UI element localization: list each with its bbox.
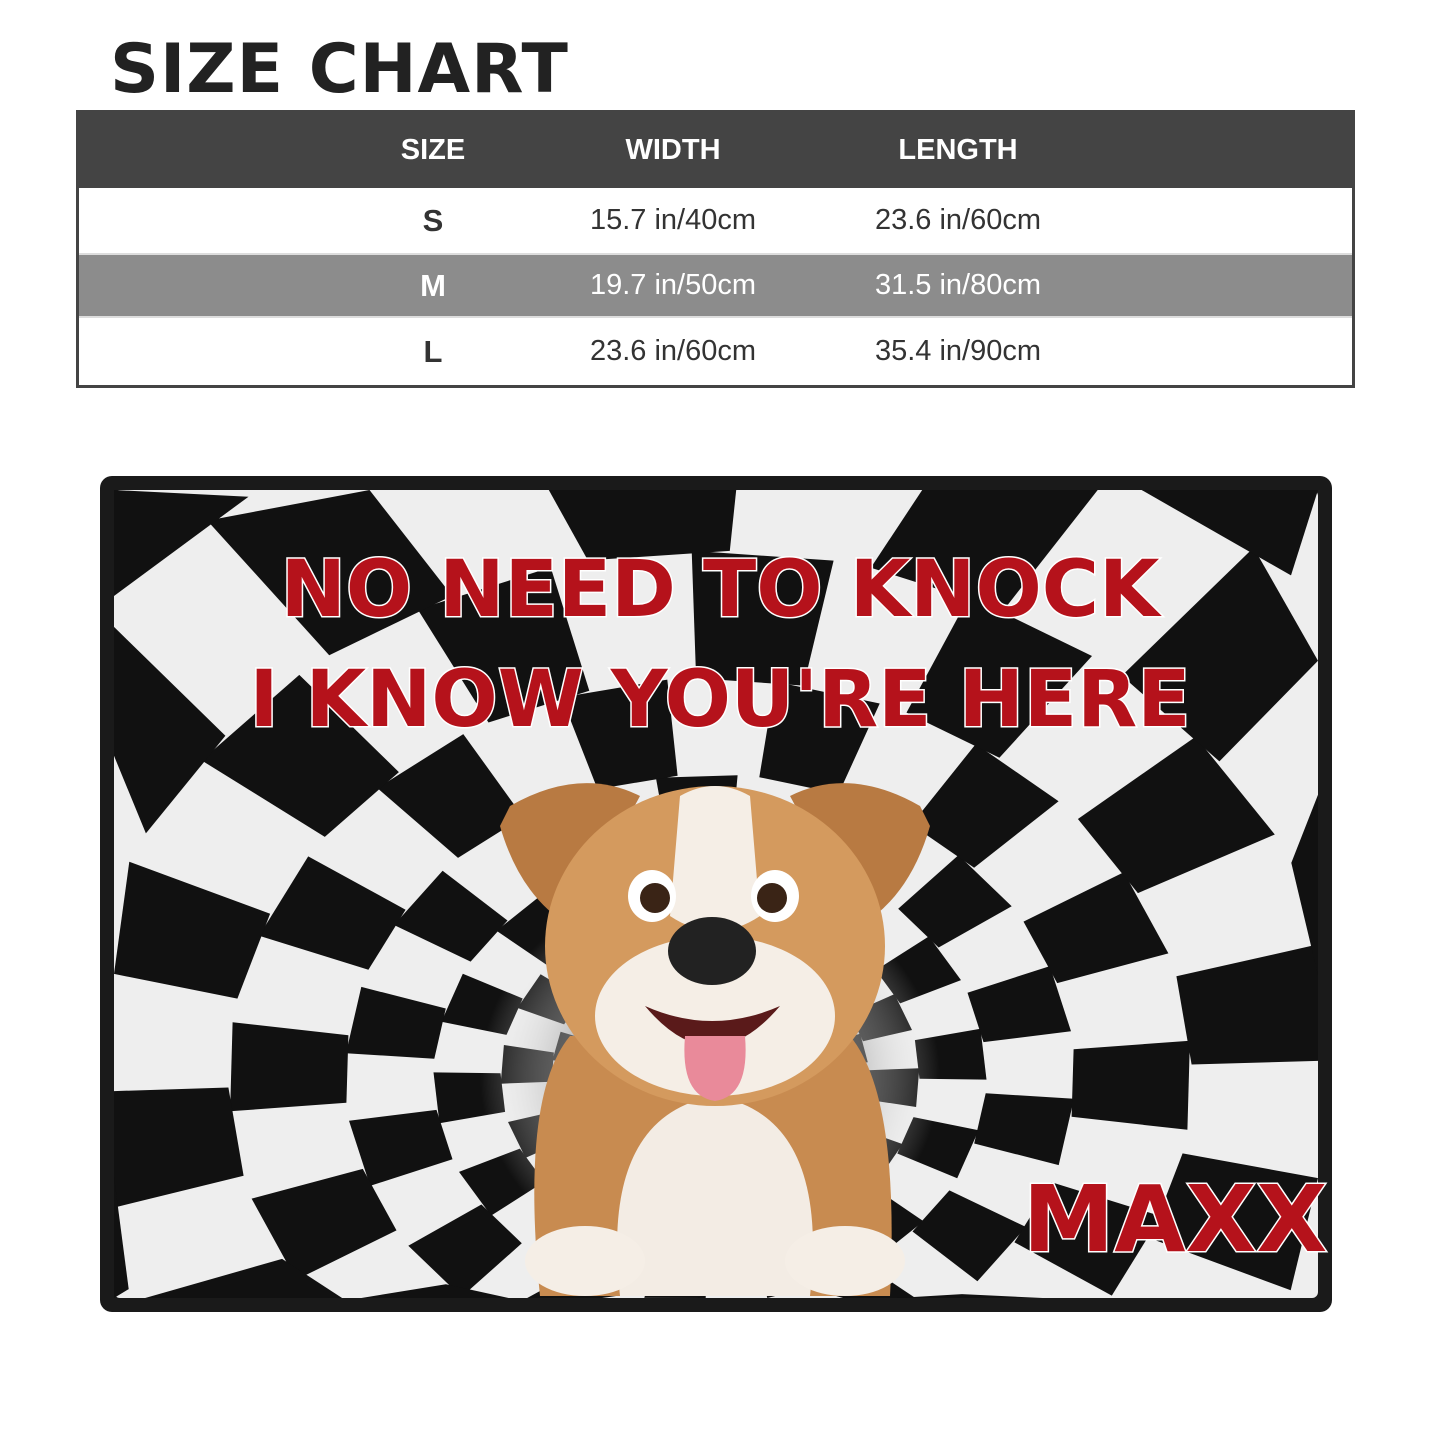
checker-tile <box>898 855 1012 948</box>
checker-tile <box>1291 794 1318 976</box>
checker-tile <box>691 550 834 686</box>
slogan-line-1: NO NEED TO KNOCK <box>281 545 1162 635</box>
slogan-line-2: I KNOW YOU'RE HERE <box>249 655 1190 745</box>
dog-illustration <box>500 783 930 1296</box>
checker-tile <box>967 966 1071 1043</box>
checker-tile <box>114 861 271 999</box>
checker-tile <box>259 856 406 970</box>
checker-tile <box>114 1176 129 1298</box>
table-row: S 15.7 in/40cm 23.6 in/60cm <box>79 188 1352 253</box>
size-table: SIZE WIDTH LENGTH S 15.7 in/40cm 23.6 in… <box>76 110 1355 388</box>
checker-tile <box>911 744 1059 868</box>
checker-tile <box>548 490 737 561</box>
checker-tile <box>251 1168 397 1280</box>
checker-tile <box>145 1258 343 1298</box>
checker-tile <box>230 1022 349 1112</box>
size-cell: S <box>422 202 444 238</box>
table-header: SIZE WIDTH LENGTH <box>79 113 1352 188</box>
header-size: SIZE <box>400 134 466 166</box>
checker-tile <box>114 490 249 596</box>
checker-tile <box>346 986 446 1059</box>
checker-tile <box>870 490 1098 610</box>
pet-name: MAXX <box>1023 1166 1328 1273</box>
length-cell: 23.6 in/60cm <box>874 204 1042 236</box>
checker-tile <box>114 626 226 834</box>
checker-tile <box>207 490 453 656</box>
checker-tile <box>906 596 1092 758</box>
page-title: SIZE CHART <box>110 30 569 109</box>
checker-tile <box>408 1204 522 1297</box>
size-cell: L <box>423 333 443 369</box>
checker-tile <box>417 567 590 723</box>
checker-tile <box>896 1294 1043 1298</box>
checker-tile <box>1141 490 1318 576</box>
checker-tile <box>759 681 880 794</box>
checker-tile <box>1121 547 1318 762</box>
header-width: WIDTH <box>625 134 721 166</box>
width-cell: 15.7 in/40cm <box>589 204 757 236</box>
doormat-image: NO NEED TO KNOCK I KNOW YOU'RE HERE MAXX <box>100 476 1332 1312</box>
length-cell: 31.5 in/80cm <box>874 269 1042 301</box>
length-cell: 35.4 in/90cm <box>874 335 1042 367</box>
checker-tile <box>912 1190 1026 1282</box>
checker-tile <box>201 674 399 837</box>
checker-tile <box>974 1093 1074 1166</box>
checker-tile <box>349 1109 453 1186</box>
size-cell: M <box>420 267 446 303</box>
table-row: M 19.7 in/50cm 31.5 in/80cm <box>79 253 1352 318</box>
mat-slogan: NO NEED TO KNOCK I KNOW YOU'RE HERE <box>248 544 1192 747</box>
checker-vortex <box>114 490 1318 1298</box>
checker-tile <box>1149 1153 1318 1291</box>
checker-tile <box>1077 736 1275 894</box>
checker-tile <box>114 1087 244 1208</box>
header-length: LENGTH <box>898 134 1018 166</box>
checker-tile <box>394 870 508 962</box>
checker-tile <box>377 734 524 858</box>
width-cell: 19.7 in/50cm <box>589 269 757 301</box>
checker-tile <box>1014 1182 1161 1296</box>
checker-tile <box>1023 872 1169 984</box>
checker-tile <box>1071 1040 1190 1130</box>
table-row: L 23.6 in/60cm 35.4 in/90cm <box>79 318 1352 385</box>
checker-tile <box>361 1284 509 1298</box>
checker-tile <box>1176 944 1318 1065</box>
width-cell: 23.6 in/60cm <box>589 335 757 367</box>
checker-tile <box>561 679 678 790</box>
